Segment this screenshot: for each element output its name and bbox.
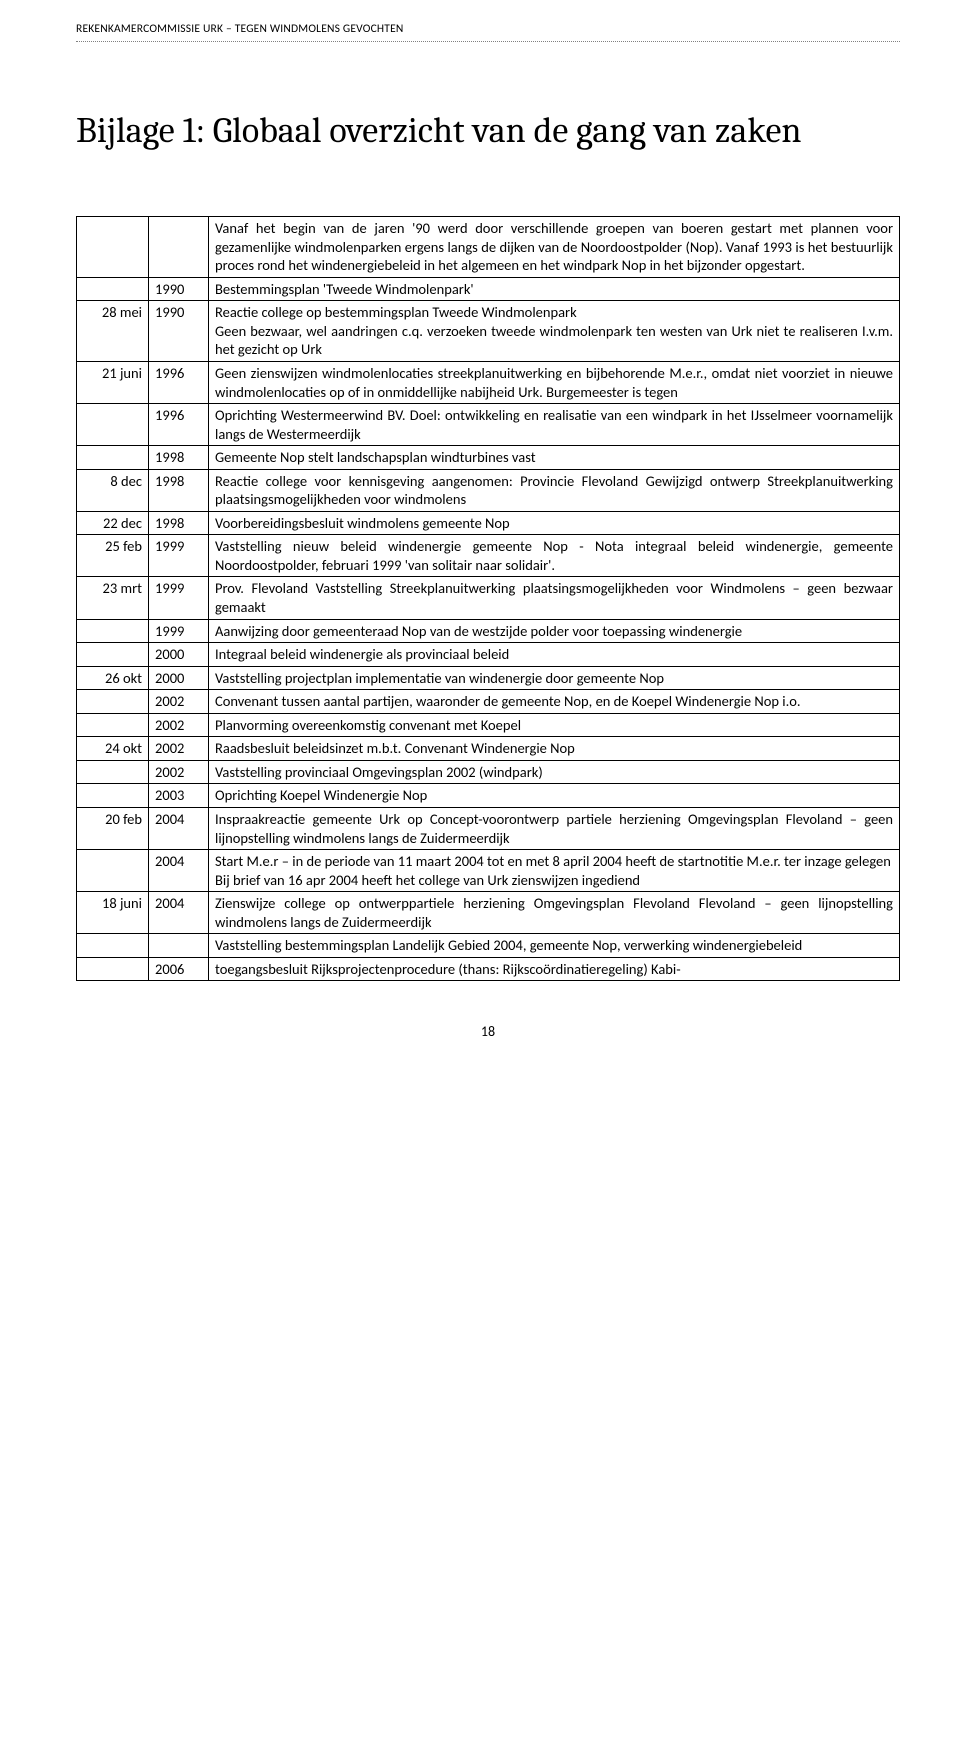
cell-description: Convenant tussen aantal partijen, waaron… bbox=[209, 690, 900, 714]
table-row: 28 mei1990Reactie college op bestemmings… bbox=[77, 301, 900, 362]
cell-description: Prov. Flevoland Vaststelling Streekplanu… bbox=[209, 577, 900, 619]
cell-date bbox=[77, 446, 149, 470]
cell-date bbox=[77, 934, 149, 958]
timeline-body: Vanaf het begin van de jaren '90 werd do… bbox=[77, 217, 900, 981]
cell-date bbox=[77, 957, 149, 981]
cell-description: Oprichting Westermeerwind BV. Doel: ontw… bbox=[209, 404, 900, 446]
cell-year: 2004 bbox=[149, 807, 209, 849]
cell-description: Voorbereidingsbesluit windmolens gemeent… bbox=[209, 511, 900, 535]
cell-date bbox=[77, 619, 149, 643]
table-row: 2006toegangsbesluit Rijksprojectenproced… bbox=[77, 957, 900, 981]
cell-description: Vaststelling provinciaal Omgevingsplan 2… bbox=[209, 760, 900, 784]
cell-description: Reactie college op bestemmingsplan Tweed… bbox=[209, 301, 900, 362]
cell-year: 1999 bbox=[149, 577, 209, 619]
table-row: 26 okt2000Vaststelling projectplan imple… bbox=[77, 666, 900, 690]
cell-year: 2002 bbox=[149, 690, 209, 714]
cell-year: 1999 bbox=[149, 619, 209, 643]
cell-date: 25 feb bbox=[77, 535, 149, 577]
table-row: 20 feb2004Inspraakreactie gemeente Urk o… bbox=[77, 807, 900, 849]
cell-date: 20 feb bbox=[77, 807, 149, 849]
cell-date: 22 dec bbox=[77, 511, 149, 535]
cell-description: Raadsbesluit beleidsinzet m.b.t. Convena… bbox=[209, 737, 900, 761]
cell-year: 1998 bbox=[149, 469, 209, 511]
cell-date bbox=[77, 850, 149, 892]
cell-date bbox=[77, 277, 149, 301]
cell-date bbox=[77, 760, 149, 784]
table-row: 1990Bestemmingsplan 'Tweede Windmolenpar… bbox=[77, 277, 900, 301]
table-row: Vanaf het begin van de jaren '90 werd do… bbox=[77, 217, 900, 278]
table-row: 1999Aanwijzing door gemeenteraad Nop van… bbox=[77, 619, 900, 643]
table-row: 1998Gemeente Nop stelt landschapsplan wi… bbox=[77, 446, 900, 470]
cell-date: 26 okt bbox=[77, 666, 149, 690]
cell-description: Bestemmingsplan 'Tweede Windmolenpark' bbox=[209, 277, 900, 301]
cell-year: 1998 bbox=[149, 446, 209, 470]
cell-year: 2004 bbox=[149, 850, 209, 892]
cell-date bbox=[77, 217, 149, 278]
running-header: REKENKAMERCOMMISSIE URK – TEGEN WINDMOLE… bbox=[76, 22, 900, 37]
table-row: 2002Vaststelling provinciaal Omgevingspl… bbox=[77, 760, 900, 784]
cell-description: Inspraakreactie gemeente Urk op Concept-… bbox=[209, 807, 900, 849]
table-row: 2000Integraal beleid windenergie als pro… bbox=[77, 643, 900, 667]
cell-year: 2000 bbox=[149, 643, 209, 667]
cell-year: 2002 bbox=[149, 737, 209, 761]
cell-description: Start M.e.r – in de periode van 11 maart… bbox=[209, 850, 900, 892]
cell-date: 23 mrt bbox=[77, 577, 149, 619]
page-number: 18 bbox=[76, 1023, 900, 1041]
table-row: 2003Oprichting Koepel Windenergie Nop bbox=[77, 784, 900, 808]
cell-description: Geen zienswijzen windmolenlocaties stree… bbox=[209, 362, 900, 404]
table-row: 21 juni1996Geen zienswijzen windmolenloc… bbox=[77, 362, 900, 404]
timeline-table: Vanaf het begin van de jaren '90 werd do… bbox=[76, 216, 900, 981]
cell-year: 1996 bbox=[149, 362, 209, 404]
table-row: 2004Start M.e.r – in de periode van 11 m… bbox=[77, 850, 900, 892]
table-row: Vaststelling bestemmingsplan Landelijk G… bbox=[77, 934, 900, 958]
cell-year: 2006 bbox=[149, 957, 209, 981]
cell-description: Zienswijze college op ontwerppartiele he… bbox=[209, 892, 900, 934]
cell-year: 2002 bbox=[149, 713, 209, 737]
table-row: 25 feb1999Vaststelling nieuw beleid wind… bbox=[77, 535, 900, 577]
cell-year: 2002 bbox=[149, 760, 209, 784]
cell-date: 21 juni bbox=[77, 362, 149, 404]
page-title: Bijlage 1: Globaal overzicht van de gang… bbox=[76, 110, 900, 152]
cell-date bbox=[77, 713, 149, 737]
cell-date bbox=[77, 643, 149, 667]
cell-date bbox=[77, 784, 149, 808]
cell-year: 2000 bbox=[149, 666, 209, 690]
header-divider bbox=[76, 41, 900, 42]
cell-year: 1999 bbox=[149, 535, 209, 577]
table-row: 24 okt2002Raadsbesluit beleidsinzet m.b.… bbox=[77, 737, 900, 761]
table-row: 2002Planvorming overeenkomstig convenant… bbox=[77, 713, 900, 737]
table-row: 22 dec1998Voorbereidingsbesluit windmole… bbox=[77, 511, 900, 535]
cell-year: 1990 bbox=[149, 301, 209, 362]
cell-date bbox=[77, 690, 149, 714]
cell-description: Vaststelling nieuw beleid windenergie ge… bbox=[209, 535, 900, 577]
cell-year: 1998 bbox=[149, 511, 209, 535]
cell-year: 2003 bbox=[149, 784, 209, 808]
cell-description: Reactie college voor kennisgeving aangen… bbox=[209, 469, 900, 511]
cell-description: toegangsbesluit Rijksprojectenprocedure … bbox=[209, 957, 900, 981]
cell-date: 8 dec bbox=[77, 469, 149, 511]
cell-description: Planvorming overeenkomstig convenant met… bbox=[209, 713, 900, 737]
cell-year bbox=[149, 934, 209, 958]
table-row: 8 dec1998Reactie college voor kennisgevi… bbox=[77, 469, 900, 511]
cell-year: 2004 bbox=[149, 892, 209, 934]
cell-description: Oprichting Koepel Windenergie Nop bbox=[209, 784, 900, 808]
cell-description: Aanwijzing door gemeenteraad Nop van de … bbox=[209, 619, 900, 643]
table-row: 1996Oprichting Westermeerwind BV. Doel: … bbox=[77, 404, 900, 446]
cell-description: Vanaf het begin van de jaren '90 werd do… bbox=[209, 217, 900, 278]
cell-date: 28 mei bbox=[77, 301, 149, 362]
cell-date: 24 okt bbox=[77, 737, 149, 761]
cell-year: 1990 bbox=[149, 277, 209, 301]
cell-year: 1996 bbox=[149, 404, 209, 446]
cell-date: 18 juni bbox=[77, 892, 149, 934]
cell-date bbox=[77, 404, 149, 446]
table-row: 18 juni2004Zienswijze college op ontwerp… bbox=[77, 892, 900, 934]
cell-year bbox=[149, 217, 209, 278]
table-row: 23 mrt1999Prov. Flevoland Vaststelling S… bbox=[77, 577, 900, 619]
cell-description: Vaststelling bestemmingsplan Landelijk G… bbox=[209, 934, 900, 958]
cell-description: Vaststelling projectplan implementatie v… bbox=[209, 666, 900, 690]
cell-description: Gemeente Nop stelt landschapsplan windtu… bbox=[209, 446, 900, 470]
table-row: 2002Convenant tussen aantal partijen, wa… bbox=[77, 690, 900, 714]
cell-description: Integraal beleid windenergie als provinc… bbox=[209, 643, 900, 667]
